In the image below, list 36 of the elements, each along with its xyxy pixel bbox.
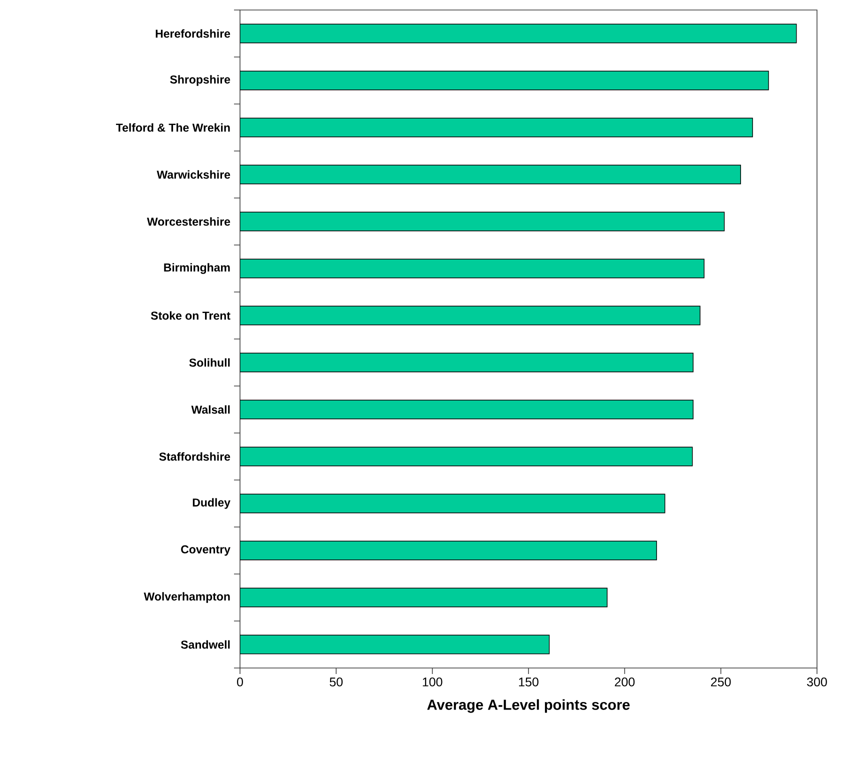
bar xyxy=(240,446,693,466)
y-tick-label: Wolverhampton xyxy=(144,592,230,603)
y-tick-label: Birmingham xyxy=(164,263,230,274)
bar xyxy=(240,306,700,326)
y-tick-label: Solihull xyxy=(189,358,230,367)
x-tick-label: 250 xyxy=(711,678,731,686)
bar xyxy=(240,212,725,232)
bar xyxy=(240,540,657,560)
bar xyxy=(240,24,797,44)
y-tick-label: Stoke on Trent xyxy=(150,311,230,320)
y-tick-label: Coventry xyxy=(181,545,230,556)
x-tick-label: 100 xyxy=(422,678,442,686)
y-tick-label: Staffordshire xyxy=(159,452,230,461)
x-tick-label: 50 xyxy=(330,678,343,686)
x-axis-title: Average A-Level points score xyxy=(427,699,630,713)
y-tick-label: Shropshire xyxy=(170,75,230,86)
bar xyxy=(240,494,666,514)
x-tick-label: 0 xyxy=(237,678,243,686)
y-tick-label: Worcestershire xyxy=(146,217,230,226)
x-tick-label: 200 xyxy=(614,678,635,686)
y-tick-label: Walsall xyxy=(191,405,230,414)
bar xyxy=(240,118,753,138)
bar xyxy=(240,164,741,184)
bar xyxy=(240,634,550,654)
y-tick-label: Dudley xyxy=(192,498,230,509)
x-tick-label: 150 xyxy=(519,678,538,686)
y-tick-label: Telford & The Wrekin xyxy=(116,123,230,132)
bar xyxy=(240,588,608,608)
bar xyxy=(240,70,769,90)
bar xyxy=(240,352,694,372)
x-tick-label: 300 xyxy=(807,678,827,686)
bar xyxy=(240,400,694,420)
y-tick-label: Herefordshire xyxy=(156,29,230,38)
y-tick-label: Sandwell xyxy=(180,640,230,649)
y-tick-label: Warwickshire xyxy=(156,170,230,179)
bar xyxy=(240,258,704,278)
